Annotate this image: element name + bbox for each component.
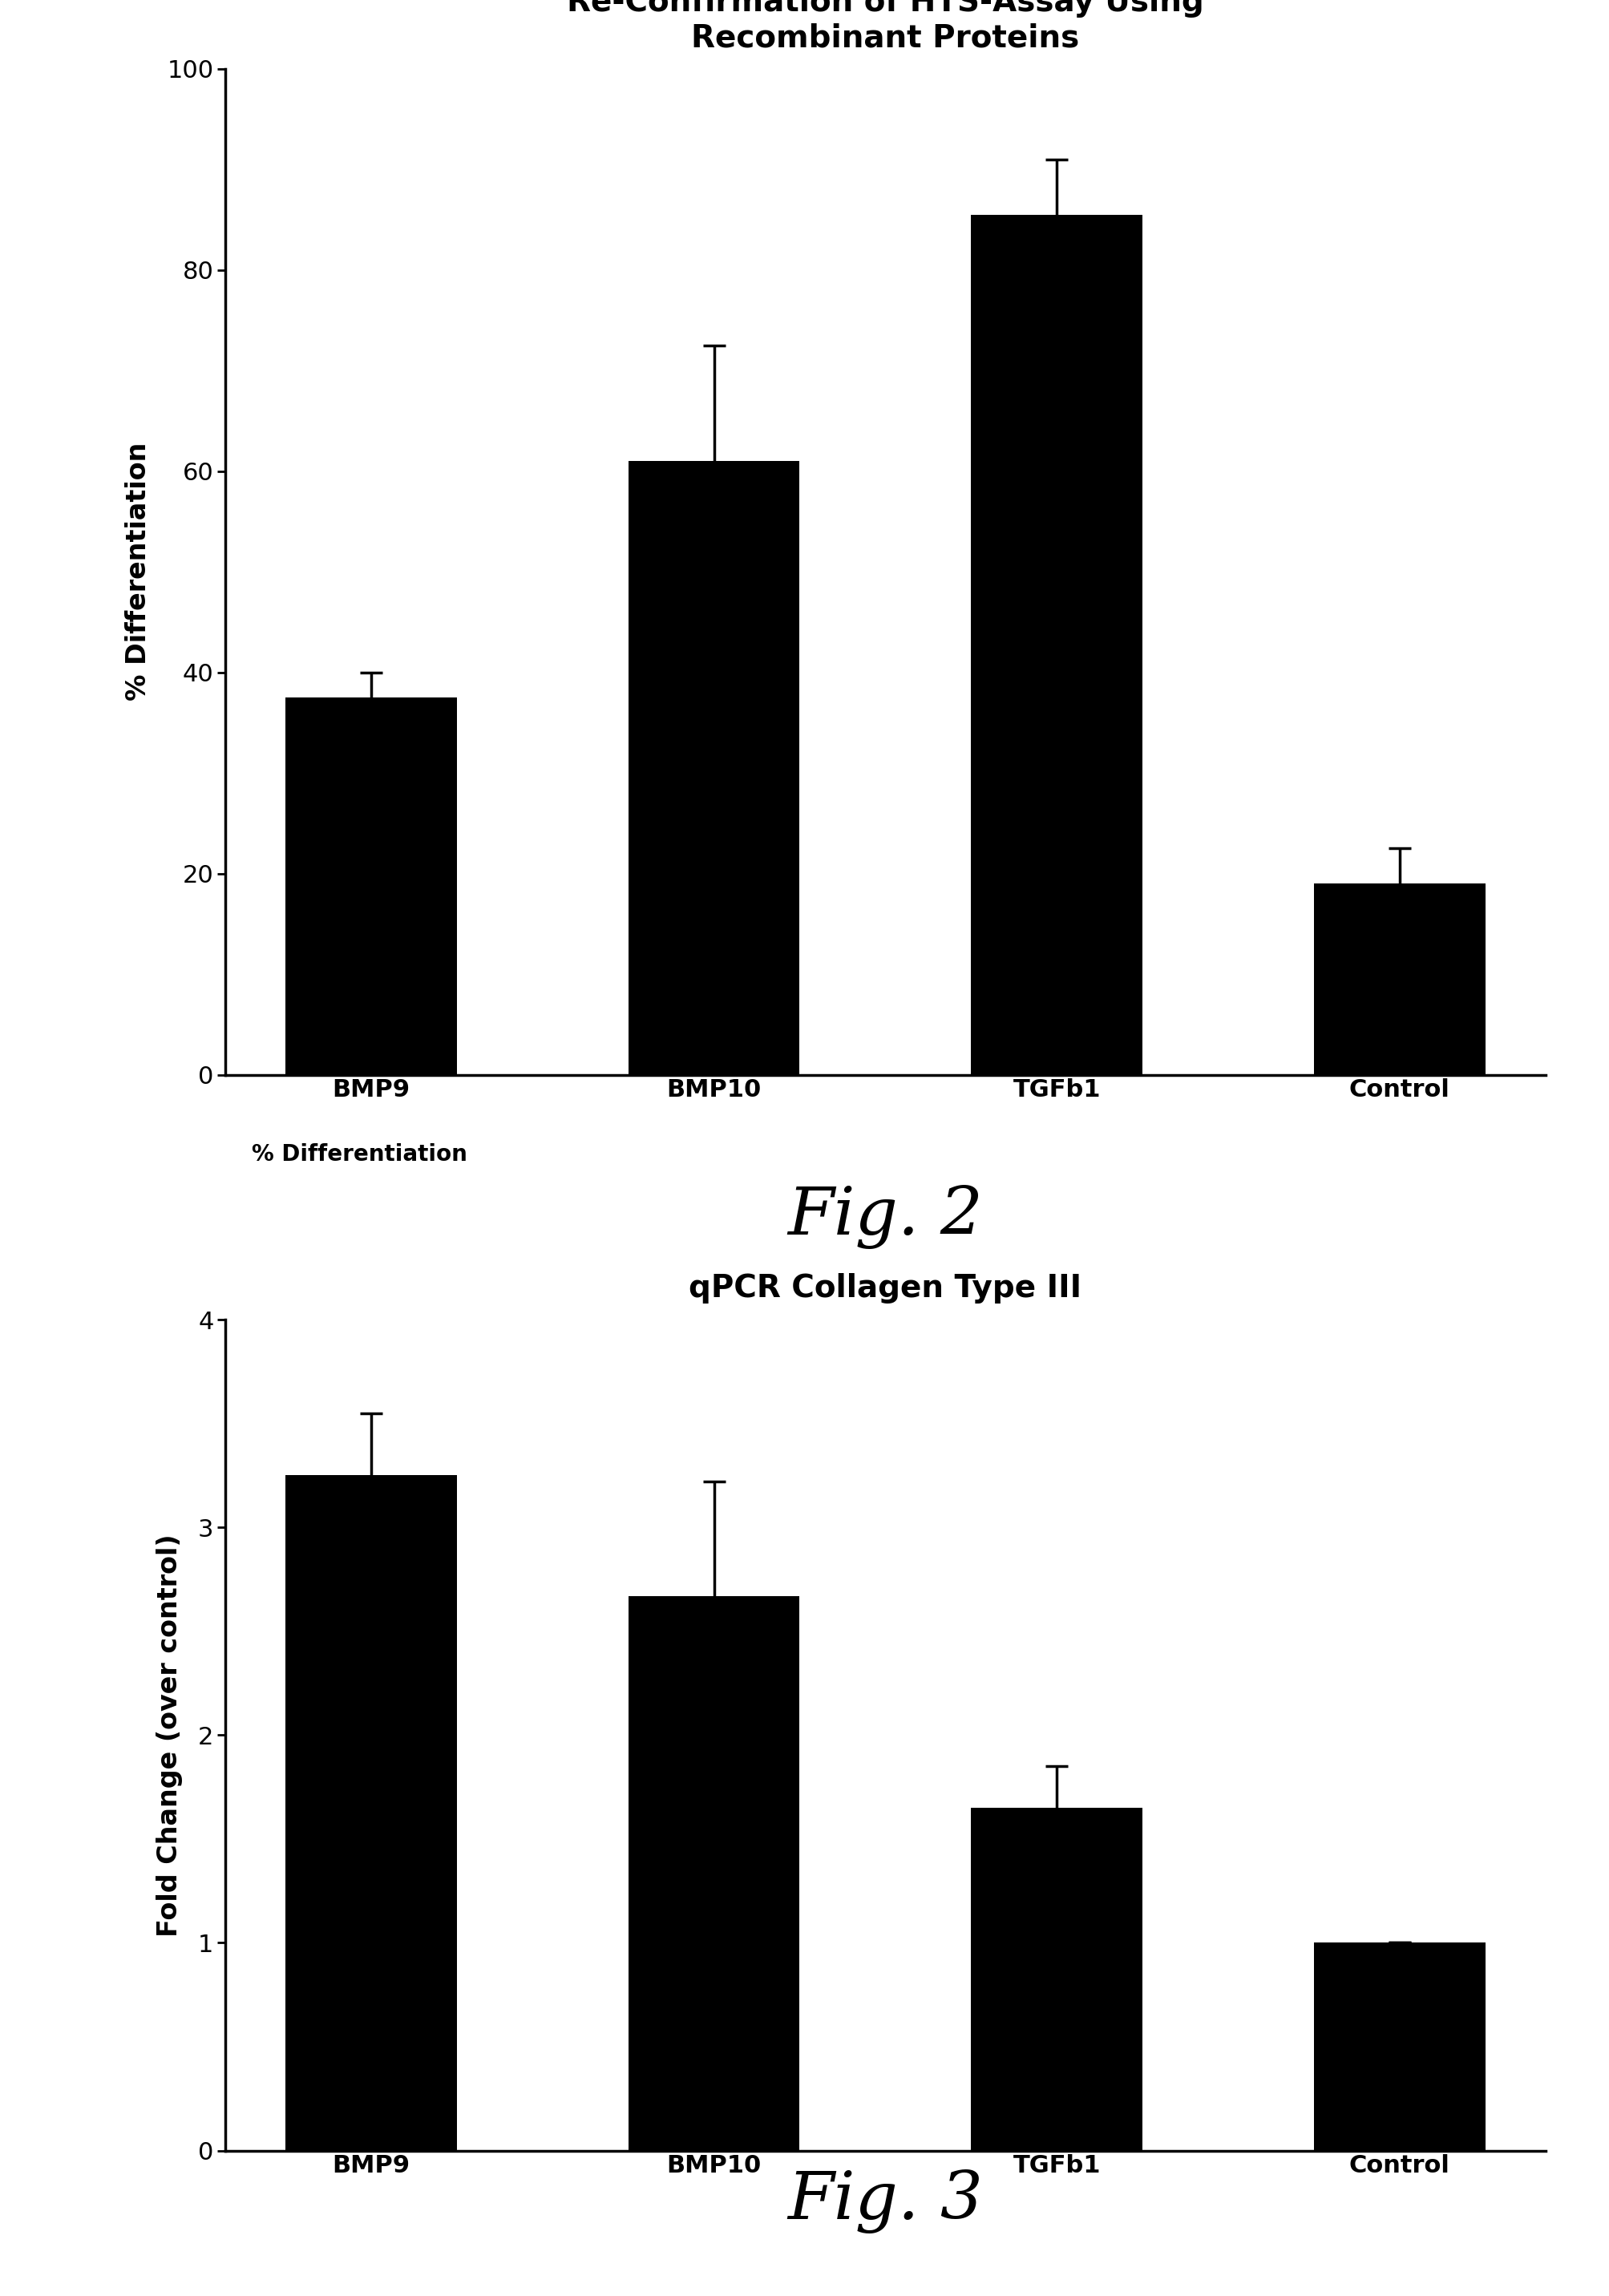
Title: qPCR Collagen Type III: qPCR Collagen Type III [689, 1274, 1081, 1304]
Text: Fig. 3: Fig. 3 [787, 2170, 983, 2234]
Bar [628, 1596, 800, 2151]
Bar [628, 461, 800, 1075]
Title: Re-Confirmation of HTS-Assay Using
Recombinant Proteins: Re-Confirmation of HTS-Assay Using Recom… [566, 0, 1204, 53]
Text: % Differentiation: % Differentiation [251, 1143, 467, 1166]
Text: Fig. 2: Fig. 2 [787, 1185, 983, 1249]
Y-axis label: % Differentiation: % Differentiation [126, 443, 151, 700]
Bar [1313, 884, 1485, 1075]
Bar [1313, 1942, 1485, 2151]
Bar [285, 1476, 457, 2151]
Bar [285, 698, 457, 1075]
Y-axis label: Fold Change (over control): Fold Change (over control) [156, 1534, 182, 1936]
Bar [970, 1807, 1142, 2151]
Bar [970, 216, 1142, 1075]
